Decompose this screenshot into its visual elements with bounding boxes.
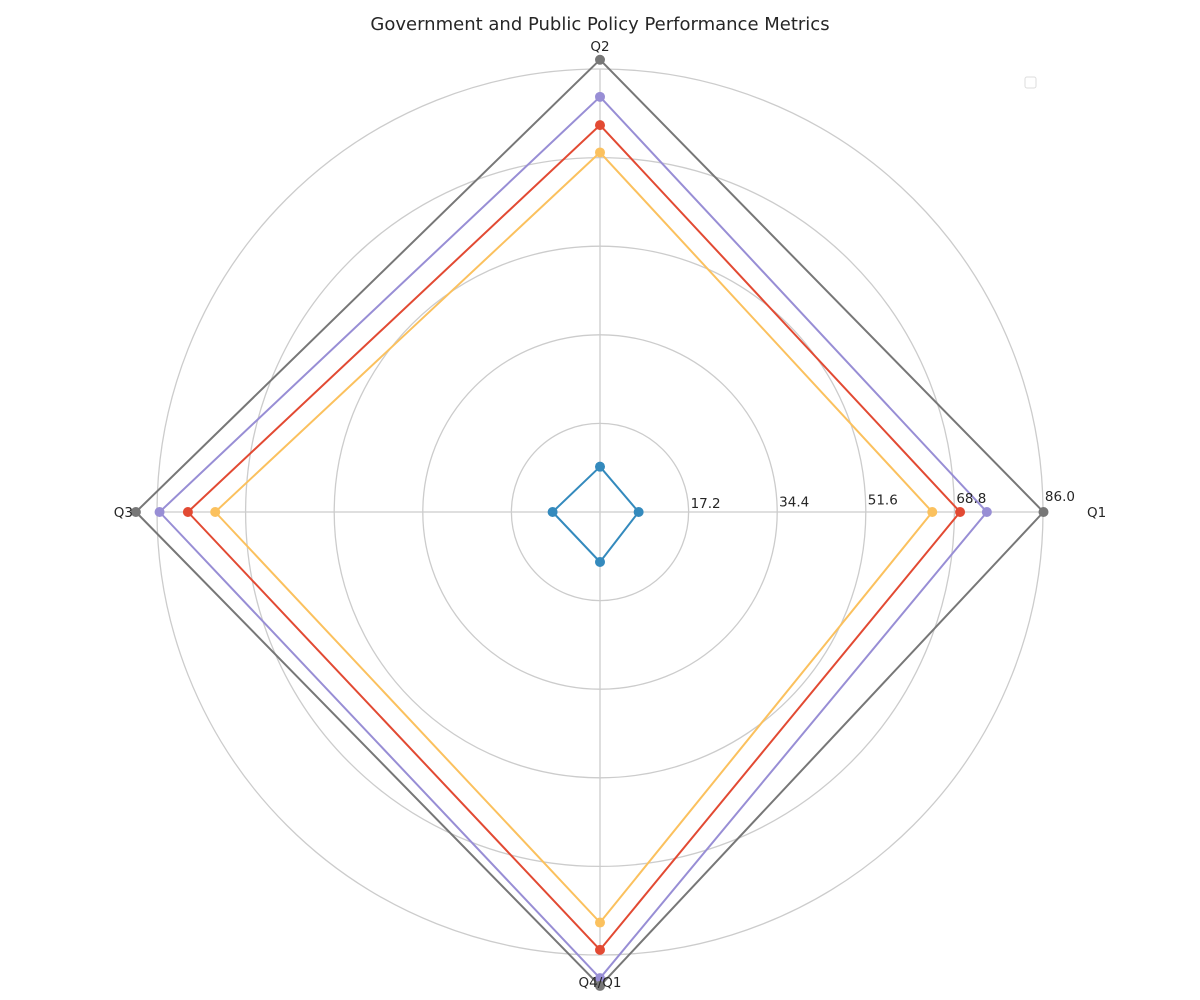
data-point — [595, 980, 605, 991]
r-tick-label: 68.8 — [956, 491, 986, 507]
data-point — [547, 507, 558, 517]
series-group — [154, 91, 992, 984]
data-point — [595, 973, 605, 984]
series-line — [551, 465, 640, 563]
data-point — [595, 917, 605, 928]
series-group — [182, 120, 966, 955]
data-point — [595, 461, 605, 472]
data-point — [595, 944, 605, 955]
series-group — [130, 54, 1049, 991]
r-tick-label: 34.4 — [779, 494, 809, 510]
chart-title: Government and Public Policy Performance… — [370, 14, 829, 35]
data-point — [955, 507, 966, 517]
axis-label: Q2 — [590, 39, 609, 55]
axis-label: Q4/Q1 — [579, 975, 622, 991]
data-point — [1038, 507, 1049, 517]
series-line — [134, 58, 1045, 987]
r-tick-label: 17.2 — [691, 496, 721, 512]
data-point — [927, 507, 938, 517]
data-point — [595, 556, 605, 567]
data-point — [595, 147, 605, 158]
data-point — [633, 507, 644, 517]
series-line — [158, 95, 988, 980]
data-point — [210, 507, 221, 517]
series-line — [186, 124, 962, 951]
axis-label: Q1 — [1087, 505, 1106, 521]
series-group — [547, 461, 644, 567]
legend-box — [1024, 76, 1037, 89]
data-point — [595, 54, 605, 65]
r-tick-label: 51.6 — [868, 493, 898, 509]
r-tick-label: 86.0 — [1045, 489, 1075, 505]
series-line — [214, 151, 934, 924]
data-point — [130, 507, 141, 517]
series-group — [210, 147, 938, 928]
data-point — [182, 507, 193, 517]
label-layer: Q1 Q2 Q3 Q4/Q1 17.2 34.4 51.6 68.8 86.0 — [114, 39, 1106, 991]
axis-label: Q3 — [114, 505, 133, 521]
grid-layer — [156, 68, 1044, 956]
data-point — [981, 507, 992, 517]
data-point — [595, 120, 605, 131]
data-point — [595, 91, 605, 102]
data-point — [154, 507, 165, 517]
series-layer — [130, 54, 1049, 991]
